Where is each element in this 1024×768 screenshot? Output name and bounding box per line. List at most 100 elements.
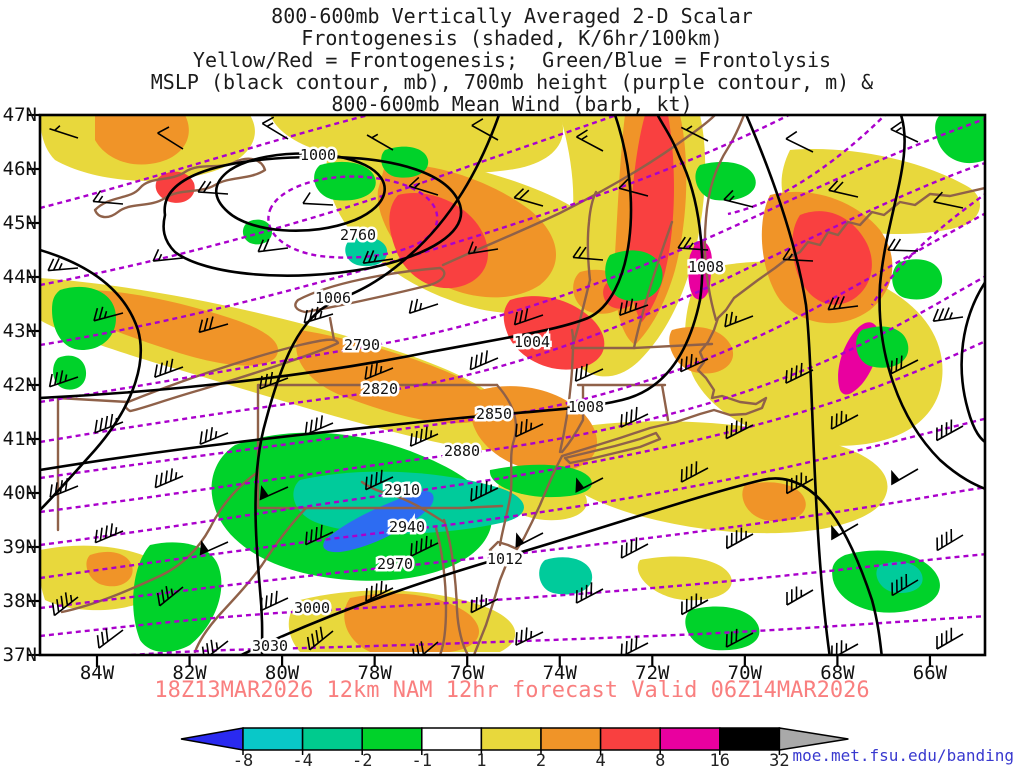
wind-barb — [49, 125, 79, 139]
wind-barb — [408, 298, 439, 315]
wind-barb — [92, 190, 124, 205]
credit-link[interactable]: moe.met.fsu.edu/banding — [792, 746, 1014, 765]
colorbar: -8 -4 -2 -1 1 2 4 8 16 32 — [180, 727, 849, 768]
map-frame — [38, 113, 987, 657]
wind-barb — [831, 640, 859, 654]
wind-barb — [680, 125, 709, 142]
wind-barb — [410, 535, 439, 557]
wind-barb — [362, 250, 394, 264]
wind-barb — [576, 129, 604, 152]
height-contour-label: 2940 — [389, 518, 425, 536]
wind-barb — [726, 527, 754, 550]
x-axis-label: 82W — [172, 662, 207, 684]
wind-barb — [677, 236, 709, 251]
shading-blue — [323, 490, 434, 553]
wind-barb — [259, 485, 289, 501]
y-axis-label: 44N — [2, 266, 37, 288]
x-axis-label: 70W — [727, 662, 762, 684]
y-axis-label: 37N — [2, 644, 37, 666]
wind-barb — [890, 355, 919, 375]
wind-barb — [156, 585, 184, 607]
x-axis-label: 76W — [450, 662, 485, 684]
colorbar-tick-label: 2 — [536, 751, 546, 768]
wind-barb — [260, 590, 289, 612]
y-axis-label: 41N — [2, 428, 37, 450]
mslp-contour-label: 1008 — [688, 258, 724, 276]
wind-barb — [786, 586, 814, 606]
wind-barb — [933, 191, 964, 209]
wind-barb — [259, 371, 289, 390]
wind-barb — [304, 415, 334, 436]
mslp-contour-label: 1012 — [487, 550, 523, 568]
wind-barb — [470, 480, 499, 502]
forecast-map: 1000 1006 1004 1008 1008 1012 2760 2790 2820 285… — [28, 113, 987, 667]
y-axis-label: 39N — [2, 536, 37, 558]
height-contour-label: 3030 — [252, 637, 288, 655]
wind-barb — [471, 118, 499, 141]
wind-barb — [724, 311, 754, 328]
wind-barb — [575, 477, 604, 493]
wind-barb — [513, 308, 544, 326]
axis-ticks — [28, 113, 932, 667]
wind-barb — [932, 307, 964, 322]
wind-barb — [365, 469, 394, 491]
wind-barb — [412, 641, 439, 654]
colorbar-tick-label: -4 — [292, 751, 312, 768]
wind-barb — [828, 180, 859, 198]
colorbar-tick-label: -1 — [412, 751, 432, 768]
y-axis-label: 40N — [2, 482, 37, 504]
y-axis-label: 42N — [2, 374, 37, 396]
height-contour-label: 2850 — [476, 405, 512, 423]
wind-barb — [306, 626, 334, 651]
wind-barb — [515, 532, 544, 548]
height-contour-label: 2910 — [384, 481, 420, 499]
wind-barb — [890, 121, 919, 143]
wind-barb — [620, 537, 649, 559]
frontogenesis-shading — [41, 116, 984, 652]
wind-barb — [303, 306, 334, 324]
colorbar-tick-label: 32 — [769, 751, 789, 768]
wind-barb — [574, 363, 604, 382]
y-axis-label: 43N — [2, 320, 37, 342]
wind-barb — [723, 189, 754, 208]
x-axis-label: 74W — [542, 662, 577, 684]
height-contour-label: 2790 — [344, 336, 380, 354]
wind-barb — [830, 410, 859, 430]
height-contour-label: 2970 — [377, 555, 413, 573]
y-axis-label: 47N — [2, 104, 37, 126]
wind-barb — [408, 176, 439, 196]
wind-barb — [197, 180, 229, 195]
height-contour-label: 3000 — [294, 599, 330, 617]
wind-barb — [575, 582, 604, 604]
title-line-4: MSLP (black contour, mb), 700mb height (… — [150, 70, 874, 94]
colorbar-segment — [421, 727, 483, 751]
x-axis-label: 68W — [820, 662, 855, 684]
mslp-contour-label: 1006 — [315, 289, 351, 307]
wind-barb — [469, 350, 499, 371]
wind-barb — [94, 523, 124, 544]
x-axis-label: 84W — [79, 662, 115, 684]
colorbar-segment — [242, 727, 304, 751]
x-axis-label: 80W — [264, 662, 300, 684]
y-axis-label: 45N — [2, 212, 37, 234]
height-contour-label: 2880 — [444, 442, 480, 460]
x-axis-label: 78W — [357, 662, 392, 684]
wind-barb — [257, 238, 289, 253]
wind-barb — [681, 593, 709, 616]
wind-barb — [618, 178, 649, 197]
colorbar-segment — [480, 727, 542, 751]
wind-barb — [887, 238, 919, 252]
wind-barb — [94, 413, 124, 434]
colorbar-segment — [599, 727, 661, 751]
mslp-contours — [41, 116, 984, 654]
wind-barb — [366, 133, 394, 151]
mslp-contour-label: 1008 — [568, 398, 604, 416]
wind-barb — [680, 354, 709, 373]
wind-barb — [199, 427, 229, 445]
x-axis-label: 66W — [912, 662, 948, 684]
wind-barb — [785, 130, 814, 153]
colorbar-segment — [540, 727, 602, 751]
wind-barb — [154, 468, 184, 489]
wind-barb — [365, 580, 394, 602]
